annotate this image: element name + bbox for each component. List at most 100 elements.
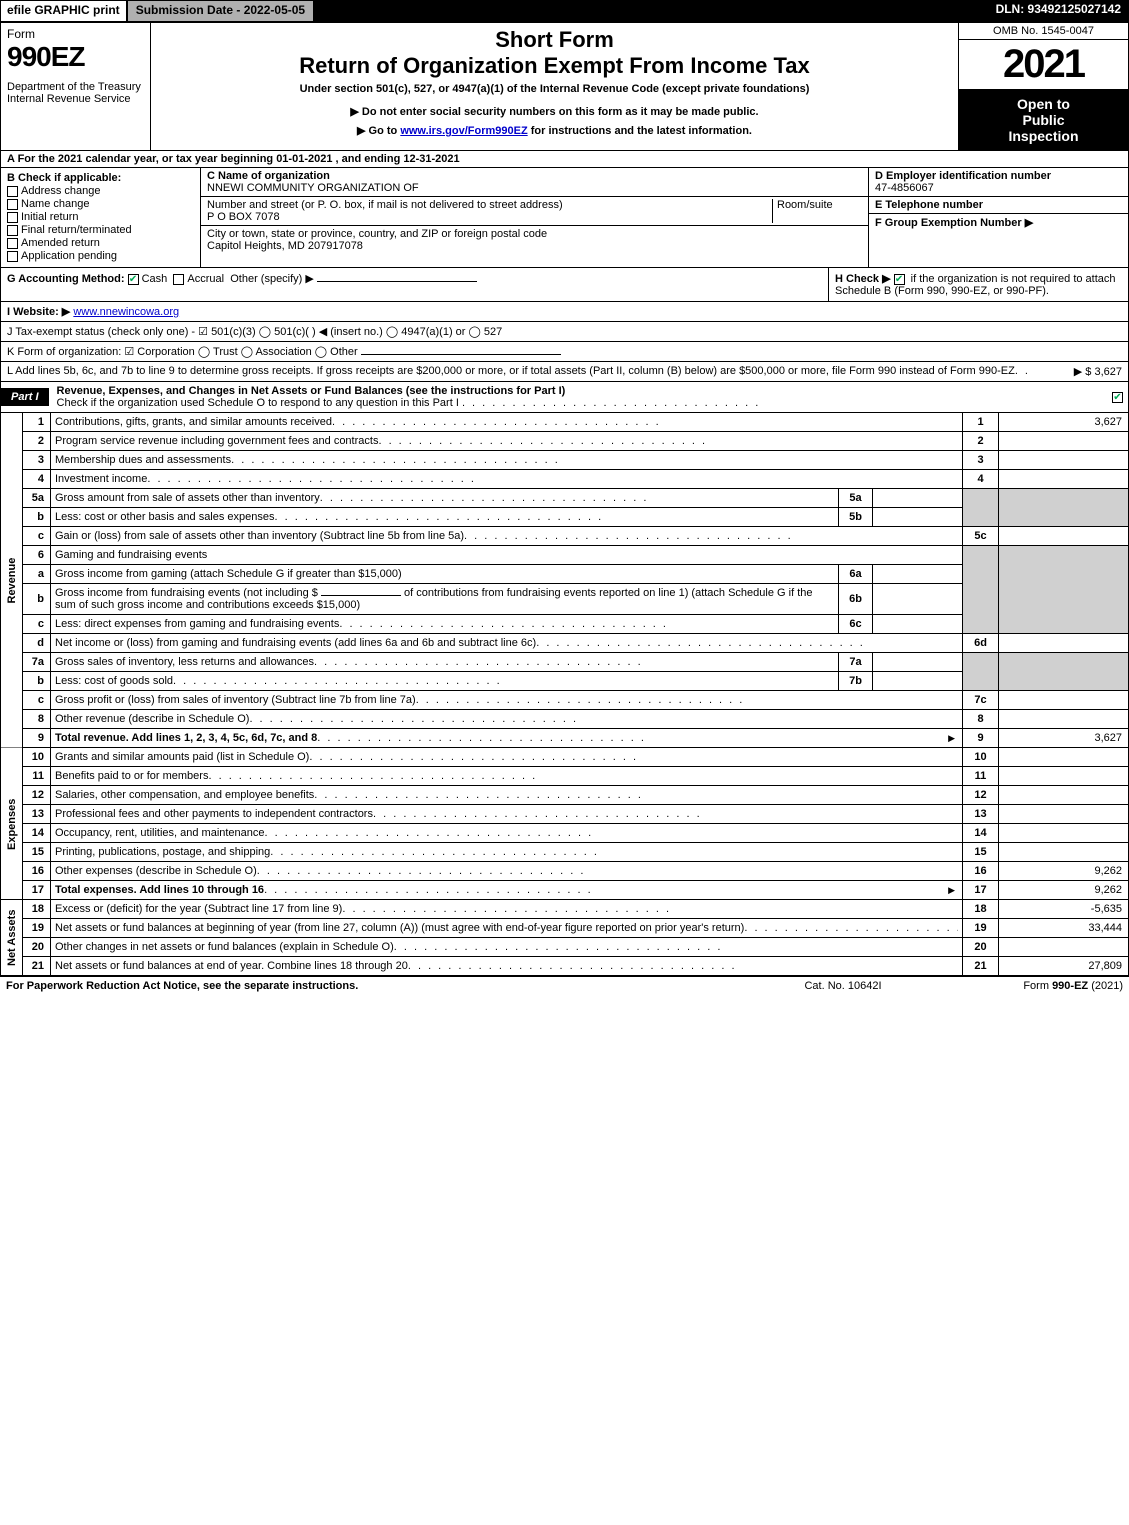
num-6d: 6d [963,634,999,653]
sub-6b: 6b [839,584,873,615]
shade-7 [963,653,999,691]
side-expenses: Expenses [1,748,23,900]
chk-final-return[interactable]: Final return/terminated [7,224,194,236]
group-exemption-label: F Group Exemption Number ▶ [875,217,1033,229]
row-7c: c Gross profit or (loss) from sales of i… [1,691,1129,710]
row-a-text: A For the 2021 calendar year, or tax yea… [7,153,460,165]
chk-initial-return[interactable]: Initial return [7,211,194,223]
desc-19: Net assets or fund balances at beginning… [55,922,744,934]
form-number: 990EZ [7,41,144,73]
address-label: Number and street (or P. O. box, if mail… [207,199,563,211]
ln-14: 14 [23,824,51,843]
desc-21: Net assets or fund balances at end of ye… [55,960,408,972]
ln-3: 3 [23,451,51,470]
chk-not-required[interactable] [894,274,905,285]
amt-17: 9,262 [999,881,1129,900]
ln-20: 20 [23,938,51,957]
accrual-label: Accrual [187,273,224,285]
ln-5c: c [23,527,51,546]
public-label: Public [963,112,1124,128]
chk-accrual[interactable] [173,274,184,285]
chk-name-change-label: Name change [21,198,90,210]
desc-6b-1: Gross income from fundraising events (no… [55,587,318,599]
top-bar: efile GRAPHIC print Submission Date - 20… [0,0,1129,22]
amt-6d [999,634,1129,653]
desc-10: Grants and similar amounts paid (list in… [55,751,309,763]
desc-8: Other revenue (describe in Schedule O) [55,713,249,725]
form-title: Return of Organization Exempt From Incom… [159,53,950,79]
tax-exempt-status: J Tax-exempt status (check only one) - ☑… [0,322,1129,342]
desc-16: Other expenses (describe in Schedule O) [55,865,257,877]
shade-5-amt [999,489,1129,527]
ln-17: 17 [23,881,51,900]
open-label: Open to [963,96,1124,112]
irs-link[interactable]: www.irs.gov/Form990EZ [400,125,527,137]
k-text: K Form of organization: ☑ Corporation ◯ … [7,346,358,358]
ln-6d: d [23,634,51,653]
form-ref-post: (2021) [1088,980,1123,992]
ln-5a: 5a [23,489,51,508]
num-2: 2 [963,432,999,451]
ln-6b: b [23,584,51,615]
chk-amended-return[interactable]: Amended return [7,237,194,249]
chk-application-pending[interactable]: Application pending [7,250,194,262]
num-15: 15 [963,843,999,862]
desc-3: Membership dues and assessments [55,454,231,466]
paperwork-notice: For Paperwork Reduction Act Notice, see … [6,980,743,992]
row-6d: d Net income or (loss) from gaming and f… [1,634,1129,653]
accounting-method: G Accounting Method: Cash Accrual Other … [1,268,828,301]
l-amount: ▶ $ 3,627 [1032,365,1122,378]
other-specify-input[interactable] [317,281,477,282]
chk-final-return-label: Final return/terminated [21,224,132,236]
desc-17: Total expenses. Add lines 10 through 16 [55,884,264,896]
num-13: 13 [963,805,999,824]
column-b: B Check if applicable: Address change Na… [1,168,201,267]
amt-10 [999,748,1129,767]
row-21: 21 Net assets or fund balances at end of… [1,957,1129,976]
subval-5a [873,489,963,508]
shade-6 [963,546,999,634]
desc-20: Other changes in net assets or fund bala… [55,941,394,953]
part-1-header: Part I Revenue, Expenses, and Changes in… [0,382,1129,413]
efile-print-label[interactable]: efile GRAPHIC print [0,0,127,22]
other-org-input[interactable] [361,354,561,355]
ln-1: 1 [23,413,51,432]
header-middle: Short Form Return of Organization Exempt… [151,23,958,150]
row-16: 16 Other expenses (describe in Schedule … [1,862,1129,881]
chk-schedule-o[interactable] [1112,392,1123,403]
desc-7c: Gross profit or (loss) from sales of inv… [55,694,416,706]
telephone-label: E Telephone number [875,199,983,211]
chk-address-change[interactable]: Address change [7,185,194,197]
num-11: 11 [963,767,999,786]
amt-7c [999,691,1129,710]
chk-name-change[interactable]: Name change [7,198,194,210]
row-10: Expenses 10 Grants and similar amounts p… [1,748,1129,767]
ln-7b: b [23,672,51,691]
shade-7-amt [999,653,1129,691]
form-ref-pre: Form [1023,980,1052,992]
fundraising-amount-input[interactable] [321,595,401,596]
chk-amended-return-label: Amended return [21,237,100,249]
row-19: 19 Net assets or fund balances at beginn… [1,919,1129,938]
sub-5a: 5a [839,489,873,508]
part-1-table: Revenue 1 Contributions, gifts, grants, … [0,413,1129,976]
ln-21: 21 [23,957,51,976]
chk-cash[interactable] [128,274,139,285]
schedule-b-check: H Check ▶ if the organization is not req… [828,268,1128,301]
desc-9: Total revenue. Add lines 1, 2, 3, 4, 5c,… [55,732,317,744]
dln-label: DLN: 93492125027142 [988,0,1129,22]
num-17: 17 [963,881,999,900]
submission-date: Submission Date - 2022-05-05 [127,0,314,22]
column-c: C Name of organization NNEWI COMMUNITY O… [201,168,868,267]
short-form-label: Short Form [159,27,950,53]
num-12: 12 [963,786,999,805]
sub-7b: 7b [839,672,873,691]
ln-6a: a [23,565,51,584]
address-value: P O BOX 7078 [207,211,280,223]
department-label: Department of the Treasury Internal Reve… [7,81,144,105]
amt-3 [999,451,1129,470]
amt-9: 3,627 [999,729,1129,748]
ln-9: 9 [23,729,51,748]
section-g-h: G Accounting Method: Cash Accrual Other … [0,268,1129,302]
website-link[interactable]: www.nnewincowa.org [73,306,179,318]
